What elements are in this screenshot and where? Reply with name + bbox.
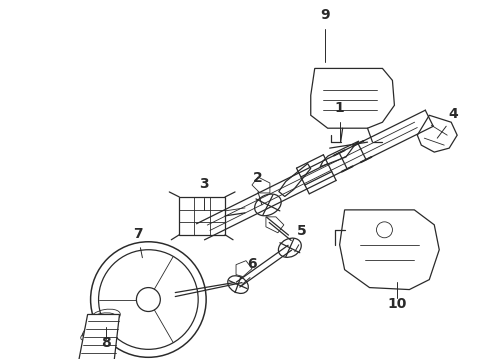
Polygon shape xyxy=(311,68,394,128)
Polygon shape xyxy=(417,115,457,152)
Text: 10: 10 xyxy=(388,297,407,311)
Text: 3: 3 xyxy=(199,177,209,191)
Polygon shape xyxy=(77,315,120,360)
Text: 2: 2 xyxy=(253,171,263,185)
Polygon shape xyxy=(340,210,439,289)
Text: 8: 8 xyxy=(100,336,110,350)
Text: 6: 6 xyxy=(247,257,257,271)
Polygon shape xyxy=(252,177,270,193)
Text: 4: 4 xyxy=(448,107,458,121)
Text: 9: 9 xyxy=(320,8,329,22)
Text: 7: 7 xyxy=(134,227,143,241)
Polygon shape xyxy=(266,217,284,233)
Polygon shape xyxy=(179,197,225,235)
Text: 5: 5 xyxy=(297,224,307,238)
Text: 1: 1 xyxy=(335,101,344,115)
Polygon shape xyxy=(236,261,252,276)
